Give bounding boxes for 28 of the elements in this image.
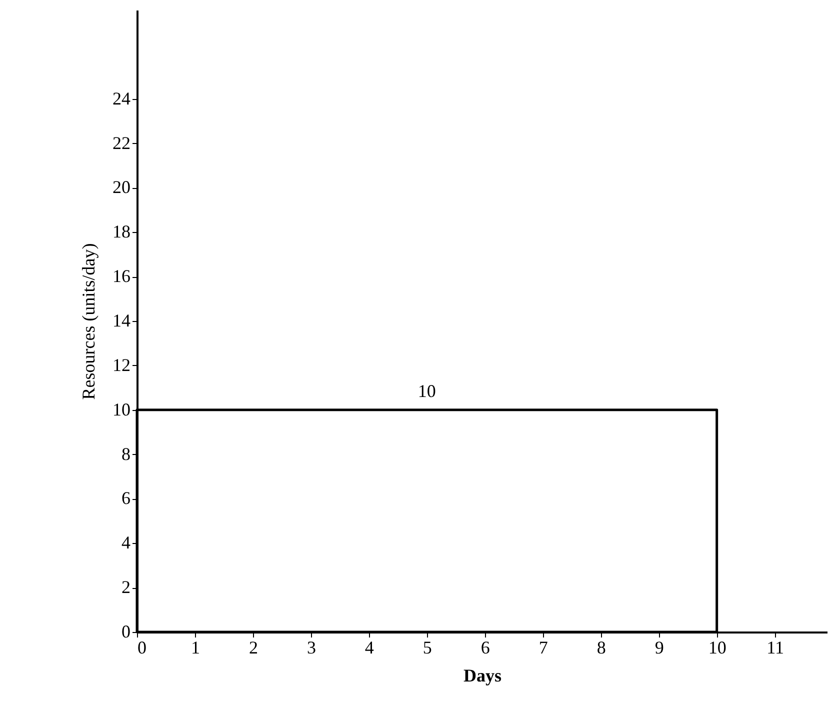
x-tick-label: 10 [708, 638, 726, 658]
x-tick-label: 2 [248, 638, 258, 658]
y-tick-label: 6 [122, 488, 130, 508]
y-tick-label: 24 [112, 88, 130, 108]
annotation: 10 [418, 380, 436, 401]
x-tick-label: 6 [480, 638, 490, 658]
x-tick-label: 8 [596, 638, 606, 658]
y-axis-title: Resources (units/day) [78, 243, 98, 400]
y-tick-label: 20 [112, 177, 130, 198]
x-tick-label: 0 [138, 638, 146, 658]
y-tick-label: 14 [112, 310, 130, 330]
y-tick-label: 8 [122, 444, 130, 464]
y-tick-label: 12 [112, 354, 130, 375]
x-tick-label: 9 [654, 638, 664, 658]
x-tick-label: 4 [364, 638, 374, 658]
y-tick-label: 4 [122, 532, 130, 553]
x-tick-label: 7 [538, 638, 548, 658]
x-tick-label: 5 [422, 638, 432, 658]
x-tick-label: 1 [190, 638, 200, 658]
y-tick-label: 2 [122, 577, 130, 598]
x-axis-title: Days [463, 666, 502, 686]
y-tick-label: 16 [112, 266, 130, 286]
x-tick-label: 11 [766, 638, 784, 658]
y-tick-label: 10 [112, 399, 130, 420]
y-tick-label: 22 [112, 132, 130, 153]
y-tick-label: 0 [122, 622, 130, 642]
x-tick-label: 3 [306, 638, 316, 658]
y-tick-label: 18 [112, 222, 130, 242]
